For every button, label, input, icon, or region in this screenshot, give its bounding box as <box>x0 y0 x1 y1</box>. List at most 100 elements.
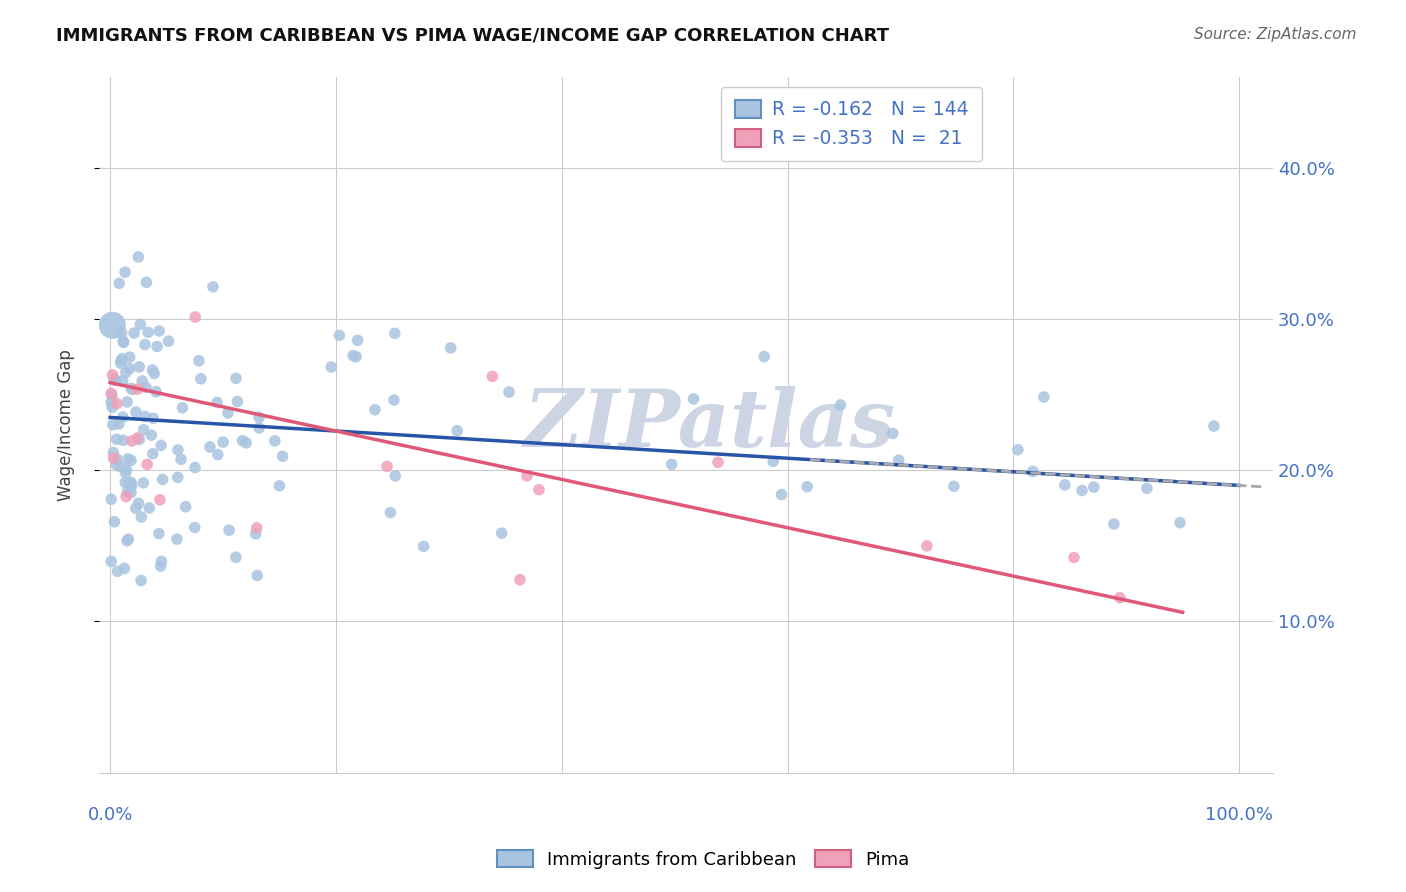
Point <box>1136 481 1159 495</box>
Point <box>1032 390 1054 404</box>
Point <box>107 564 129 578</box>
Point <box>148 324 170 338</box>
Point <box>246 521 269 535</box>
Point <box>129 510 152 524</box>
Point <box>105 432 128 446</box>
Point <box>148 526 170 541</box>
Point <box>105 451 128 466</box>
Text: 100.0%: 100.0% <box>1205 805 1274 824</box>
Point <box>247 421 270 435</box>
Point <box>101 401 124 415</box>
Point <box>481 369 503 384</box>
Point <box>509 573 531 587</box>
Point <box>364 402 387 417</box>
Point <box>142 447 165 461</box>
Point <box>127 496 149 510</box>
Point <box>830 398 852 412</box>
Point <box>661 458 683 472</box>
Point <box>104 458 127 472</box>
Point <box>110 356 132 370</box>
Point <box>183 520 205 534</box>
Point <box>121 434 143 448</box>
Point <box>143 367 166 381</box>
Point <box>707 455 730 469</box>
Point <box>114 366 136 380</box>
Point <box>112 434 135 448</box>
Point <box>120 381 142 395</box>
Point <box>1202 419 1225 434</box>
Point <box>108 417 131 431</box>
Point <box>412 540 434 554</box>
Point <box>150 554 173 568</box>
Point <box>1168 516 1191 530</box>
Y-axis label: Wage/Income Gap: Wage/Income Gap <box>58 349 75 501</box>
Point <box>231 434 253 448</box>
Point <box>118 361 141 376</box>
Point <box>942 479 965 493</box>
Point <box>167 442 190 457</box>
Point <box>498 385 520 400</box>
Point <box>212 435 235 450</box>
Point <box>246 568 269 582</box>
Point <box>1083 480 1105 494</box>
Point <box>217 406 239 420</box>
Point <box>152 472 174 486</box>
Point <box>184 310 207 324</box>
Point <box>225 550 247 565</box>
Point <box>135 380 157 394</box>
Point <box>446 424 468 438</box>
Point <box>174 500 197 514</box>
Point <box>882 426 904 441</box>
Point <box>118 476 141 491</box>
Point <box>170 452 193 467</box>
Point <box>527 483 550 497</box>
Point <box>187 353 209 368</box>
Point <box>226 394 249 409</box>
Point <box>131 374 153 388</box>
Point <box>136 326 159 340</box>
Point <box>205 395 228 409</box>
Point <box>100 492 122 507</box>
Point <box>225 371 247 385</box>
Point <box>166 532 188 546</box>
Point <box>132 475 155 490</box>
Point <box>115 395 138 409</box>
Point <box>1022 465 1045 479</box>
Point <box>796 480 818 494</box>
Point <box>1071 483 1094 498</box>
Point <box>145 384 167 399</box>
Point <box>111 351 134 366</box>
Point <box>202 280 225 294</box>
Point <box>141 428 163 442</box>
Point <box>190 372 212 386</box>
Point <box>111 410 134 425</box>
Point <box>762 454 785 468</box>
Point <box>754 350 776 364</box>
Point <box>134 409 156 424</box>
Point <box>247 410 270 425</box>
Point <box>218 523 240 537</box>
Point <box>111 326 134 340</box>
Point <box>112 335 135 350</box>
Point <box>115 533 138 548</box>
Point <box>108 277 131 291</box>
Legend: Immigrants from Caribbean, Pima: Immigrants from Caribbean, Pima <box>489 843 917 876</box>
Text: ZIPatlas: ZIPatlas <box>523 386 896 464</box>
Point <box>125 405 148 419</box>
Point <box>321 359 343 374</box>
Point <box>110 353 132 368</box>
Point <box>375 459 398 474</box>
Point <box>117 533 139 547</box>
Point <box>118 350 141 364</box>
Point <box>112 334 135 348</box>
Point <box>166 470 188 484</box>
Point <box>120 485 142 500</box>
Text: 0.0%: 0.0% <box>87 805 132 824</box>
Point <box>101 368 124 382</box>
Point <box>516 468 538 483</box>
Point <box>121 478 143 492</box>
Point <box>129 574 152 588</box>
Point <box>100 554 122 568</box>
Point <box>440 341 463 355</box>
Point <box>101 388 124 402</box>
